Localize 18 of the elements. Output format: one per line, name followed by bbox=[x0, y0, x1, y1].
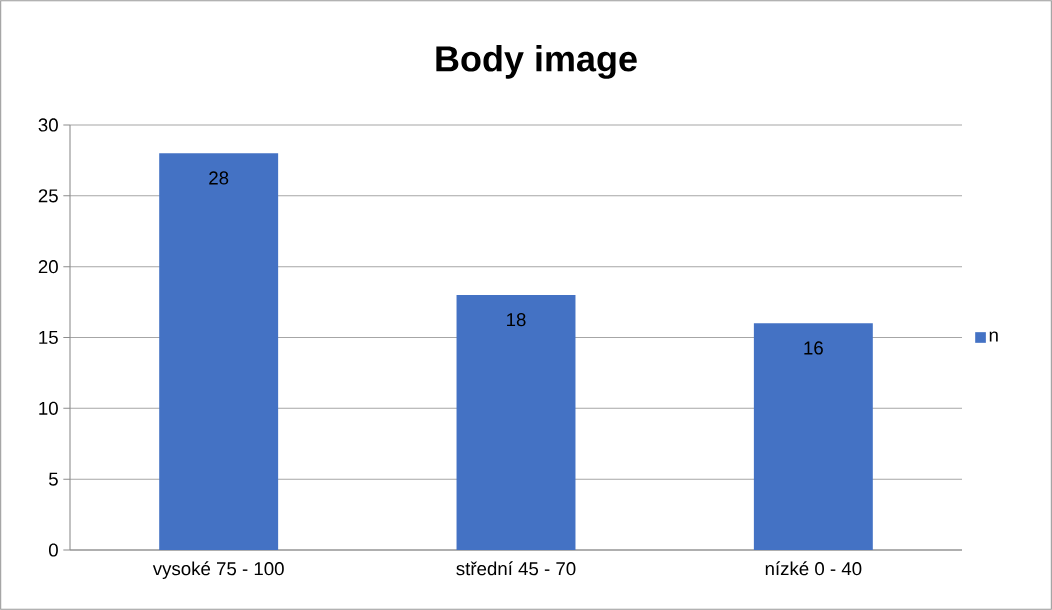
y-tick-label: 10 bbox=[39, 401, 58, 415]
x-tick-label: střední 45 - 70 bbox=[456, 561, 576, 576]
legend-label: n bbox=[989, 331, 998, 342]
x-tick-label: nízké 0 - 40 bbox=[765, 561, 862, 576]
y-tick-label: 25 bbox=[38, 189, 58, 203]
data-label: 18 bbox=[507, 313, 526, 327]
data-label: 16 bbox=[804, 341, 823, 355]
bar bbox=[159, 153, 279, 550]
y-tick-label: 30 bbox=[38, 118, 58, 132]
y-tick-label: 20 bbox=[38, 260, 58, 274]
y-tick-label: 0 bbox=[48, 543, 58, 557]
chart-title: Body image bbox=[436, 45, 637, 79]
y-tick-label: 15 bbox=[39, 330, 58, 345]
bar bbox=[753, 323, 873, 550]
y-tick-label: 5 bbox=[48, 472, 58, 486]
x-tick-label: vysoké 75 - 100 bbox=[152, 561, 284, 579]
bar bbox=[456, 295, 576, 550]
data-label: 28 bbox=[209, 171, 229, 185]
